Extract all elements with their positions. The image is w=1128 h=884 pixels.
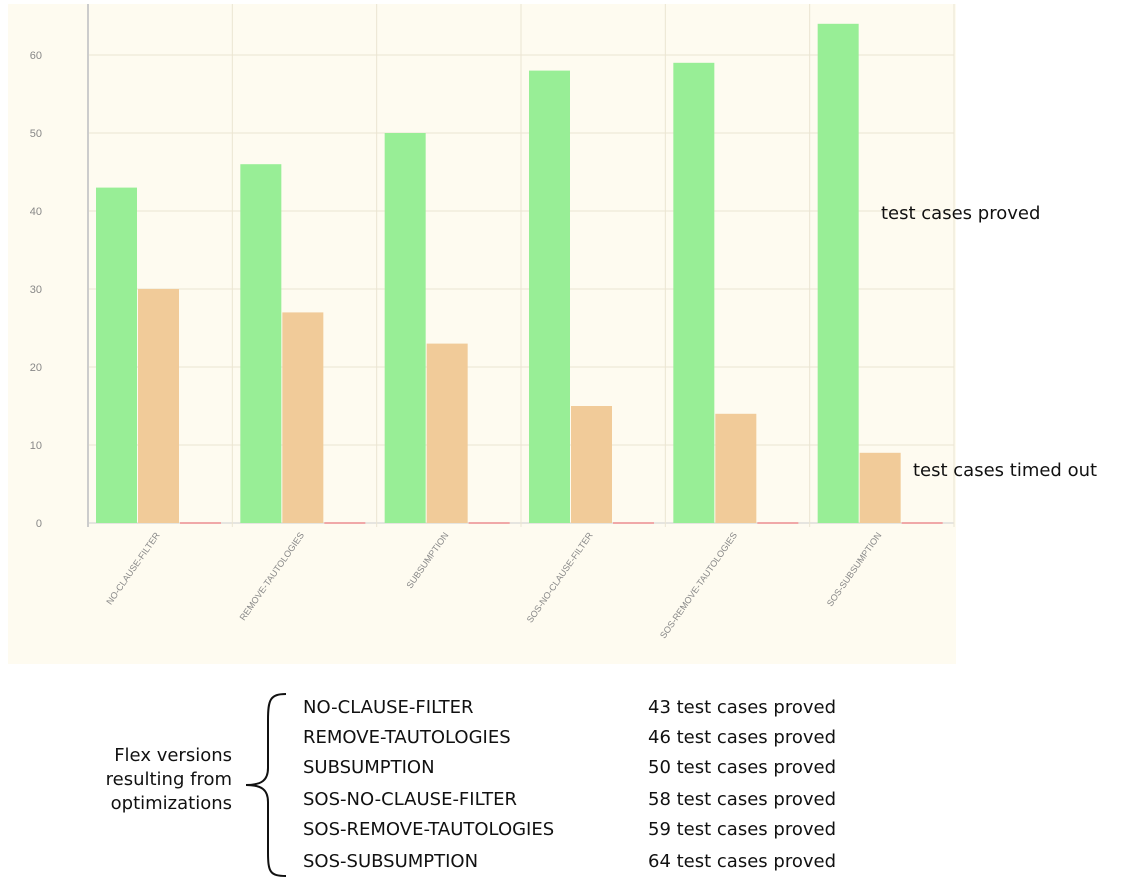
curly-brace-icon (245, 693, 287, 877)
y-tick-label: 50 (30, 128, 42, 140)
chart-panel: 0 10 20 30 40 50 60 NO-CLAUSE-FILTER REMOVE-TAU… (8, 4, 956, 664)
legend-row-name: SOS-REMOVE-TAUTOLOGIES (303, 819, 555, 840)
x-tick-label: REMOVE-TAUTOLOGIES (238, 530, 307, 622)
bar (757, 522, 799, 524)
bar (282, 312, 324, 523)
x-tick-label: SOS-SUBSUMPTION (825, 530, 884, 608)
y-tick-label: 30 (30, 284, 42, 296)
y-axis-ticks: 0 10 20 30 40 50 60 (30, 50, 42, 530)
x-axis-ticks: NO-CLAUSE-FILTER REMOVE-TAUTOLOGIES SUBSUM… (104, 530, 883, 640)
legend-row-desc: 46 test cases proved (648, 727, 836, 748)
bar (240, 164, 282, 523)
legend-row-desc: 59 test cases proved (648, 819, 836, 840)
bar (384, 133, 426, 523)
legend-caption-line: resulting from (105, 769, 232, 790)
bar (901, 522, 943, 524)
x-tick-label: SOS-REMOVE-TAUTOLOGIES (658, 530, 739, 640)
bar (180, 522, 221, 524)
bar (426, 343, 468, 523)
x-tick-label: SOS-NO-CLAUSE-FILTER (525, 530, 595, 624)
legend-row-desc: 64 test cases proved (648, 851, 836, 872)
bar (673, 62, 715, 524)
bar (529, 70, 570, 523)
y-tick-label: 40 (30, 206, 42, 218)
legend-caption-line: Flex versions (114, 745, 232, 766)
legend-row-name: REMOVE-TAUTOLOGIES (303, 727, 511, 748)
bar (468, 522, 510, 524)
bar (96, 187, 137, 523)
bar-chart: 0 10 20 30 40 50 60 NO-CLAUSE-FILTER REMOVE-TAU… (30, 4, 955, 640)
legend-row-desc: 50 test cases proved (648, 757, 836, 778)
annotation-timed-out: test cases timed out (913, 460, 1098, 481)
legend-caption: Flex versions resulting from optimizatio… (60, 744, 232, 816)
x-tick-label: SUBSUMPTION (404, 530, 450, 590)
y-tick-label: 60 (30, 50, 42, 62)
bar (613, 522, 654, 524)
y-tick-label: 10 (30, 440, 42, 452)
legend-row-desc: 58 test cases proved (648, 789, 836, 810)
legend-row-name: SUBSUMPTION (303, 757, 435, 778)
bar (324, 522, 366, 524)
annotation-proved: test cases proved (881, 203, 1041, 224)
legend-row-name: NO-CLAUSE-FILTER (303, 697, 474, 718)
y-tick-label: 20 (30, 362, 42, 374)
x-tick-label: NO-CLAUSE-FILTER (104, 530, 162, 606)
bar (817, 23, 859, 524)
legend-row-name: SOS-NO-CLAUSE-FILTER (303, 789, 518, 810)
bars-layer (96, 23, 943, 524)
legend-row-name: SOS-SUBSUMPTION (303, 851, 479, 872)
y-tick-label: 0 (36, 518, 42, 530)
bar (859, 452, 901, 523)
grid-layer (87, 4, 955, 527)
bar (571, 406, 612, 523)
legend-caption-line: optimizations (110, 793, 232, 814)
bar (138, 289, 179, 523)
bar (715, 413, 757, 523)
legend-row-desc: 43 test cases proved (648, 697, 836, 718)
